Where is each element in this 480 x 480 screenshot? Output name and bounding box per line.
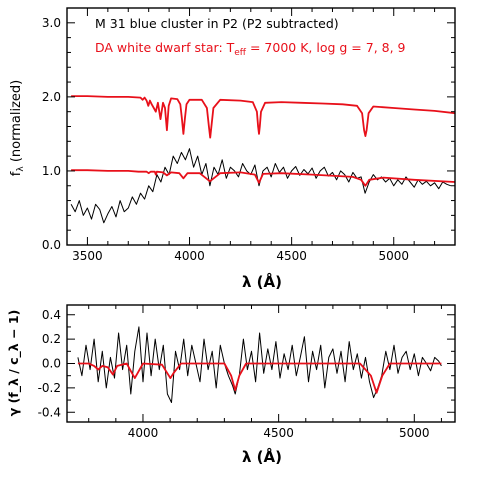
top-x-tick-label: 5000: [378, 249, 409, 263]
bottom-y-axis-label: γ (f_λ / c_λ − 1): [6, 310, 22, 417]
top-annotation-red-tail: = 7000 K, log g = 7, 8, 9: [246, 40, 406, 55]
bot-x-tick-label: 5000: [399, 426, 430, 440]
top-x-tick-label: 4500: [276, 249, 307, 263]
bottom-panel: 4000 4500 5000 -0.4 -0.2 0.0 0.2 0.4 λ (Å) γ (f…: [6, 304, 456, 466]
top-y-tick-label: 3.0: [42, 16, 61, 30]
top-panel: 3500 4000 4500 5000 0.0 1.0 2.0 3.0 M 31 blue c…: [9, 7, 456, 291]
top-series-line-1: [71, 169, 456, 187]
bottom-plot-lines: [77, 326, 442, 403]
top-series-line-0: [70, 148, 452, 224]
top-annotation-red-main: DA white dwarf star: T: [95, 40, 235, 55]
bot-x-tick-label: 4500: [263, 426, 294, 440]
top-y-tick-label: 1.0: [42, 164, 61, 178]
top-y-axis-label-sub: λ: [16, 166, 26, 172]
top-y-axis-label-tail: (normalized): [9, 80, 24, 167]
bot-x-tick-label: 4000: [128, 426, 159, 440]
bot-y-tick-label: 0.4: [42, 308, 61, 322]
bot-series-line-0: [77, 326, 442, 403]
bottom-x-axis-label: λ (Å): [242, 447, 282, 466]
top-x-axis-label: λ (Å): [242, 272, 282, 291]
top-y-axis-label-main: f: [9, 171, 24, 176]
bot-y-tick-label: -0.4: [38, 405, 61, 419]
top-series-line-2: [71, 95, 456, 139]
bot-y-tick-label: -0.2: [38, 381, 61, 395]
top-x-tick-label: 4000: [174, 249, 205, 263]
top-y-tick-label: 0.0: [42, 238, 61, 252]
top-axis-ticks: 3500 4000 4500 5000 0.0 1.0 2.0 3.0: [42, 7, 456, 263]
top-annotation-black: M 31 blue cluster in P2 (P2 subtracted): [95, 16, 339, 31]
top-y-axis-label: fλ (normalized): [9, 80, 26, 176]
bot-series-line-1: [77, 362, 442, 394]
top-y-tick-label: 2.0: [42, 90, 61, 104]
top-annotation-red-sub: eff: [234, 48, 247, 58]
top-annotation-red: DA white dwarf star: Teff = 7000 K, log …: [95, 40, 406, 58]
bot-y-tick-label: 0.0: [42, 357, 61, 371]
top-plot-lines: [70, 95, 456, 224]
bottom-axis-ticks: 4000 4500 5000 -0.4 -0.2 0.0 0.2 0.4: [38, 305, 455, 440]
bot-y-tick-label: 0.2: [42, 332, 61, 346]
top-x-tick-label: 3500: [72, 249, 103, 263]
